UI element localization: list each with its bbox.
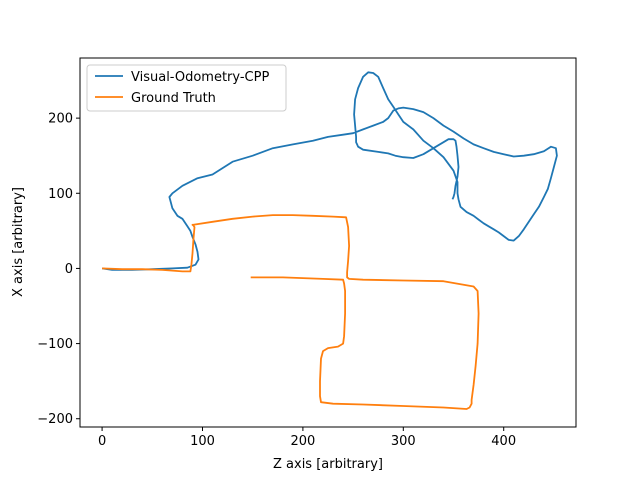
series-line-visual-odometry xyxy=(101,71,558,271)
x-tick-label: 200 xyxy=(290,434,315,449)
series-layer xyxy=(101,71,558,410)
y-tick-label: 100 xyxy=(48,187,73,202)
plot-frame xyxy=(79,57,577,428)
legend-box xyxy=(86,64,287,112)
x-axis-ticks: 0 100 200 300 400 xyxy=(98,427,516,449)
x-tick-label: 100 xyxy=(190,434,215,449)
y-tick-label: 200 xyxy=(48,112,73,127)
y-axis-ticks: −200 −100 0 100 200 xyxy=(37,112,80,427)
y-tick-label: −200 xyxy=(37,412,73,427)
x-tick-label: 400 xyxy=(491,434,516,449)
y-tick-label: −100 xyxy=(37,337,73,352)
legend: Visual-Odometry-CPP Ground Truth xyxy=(86,64,287,112)
series-line-ground-truth xyxy=(102,214,480,410)
legend-label-visual-odometry: Visual-Odometry-CPP xyxy=(131,70,269,85)
x-axis-label: Z axis [arbitrary] xyxy=(273,457,383,472)
legend-label-ground-truth: Ground Truth xyxy=(131,91,216,106)
x-tick-label: 0 xyxy=(98,434,106,449)
y-tick-label: 0 xyxy=(65,262,73,277)
y-axis-label: X axis [arbitrary] xyxy=(11,187,26,297)
x-tick-label: 300 xyxy=(391,434,416,449)
